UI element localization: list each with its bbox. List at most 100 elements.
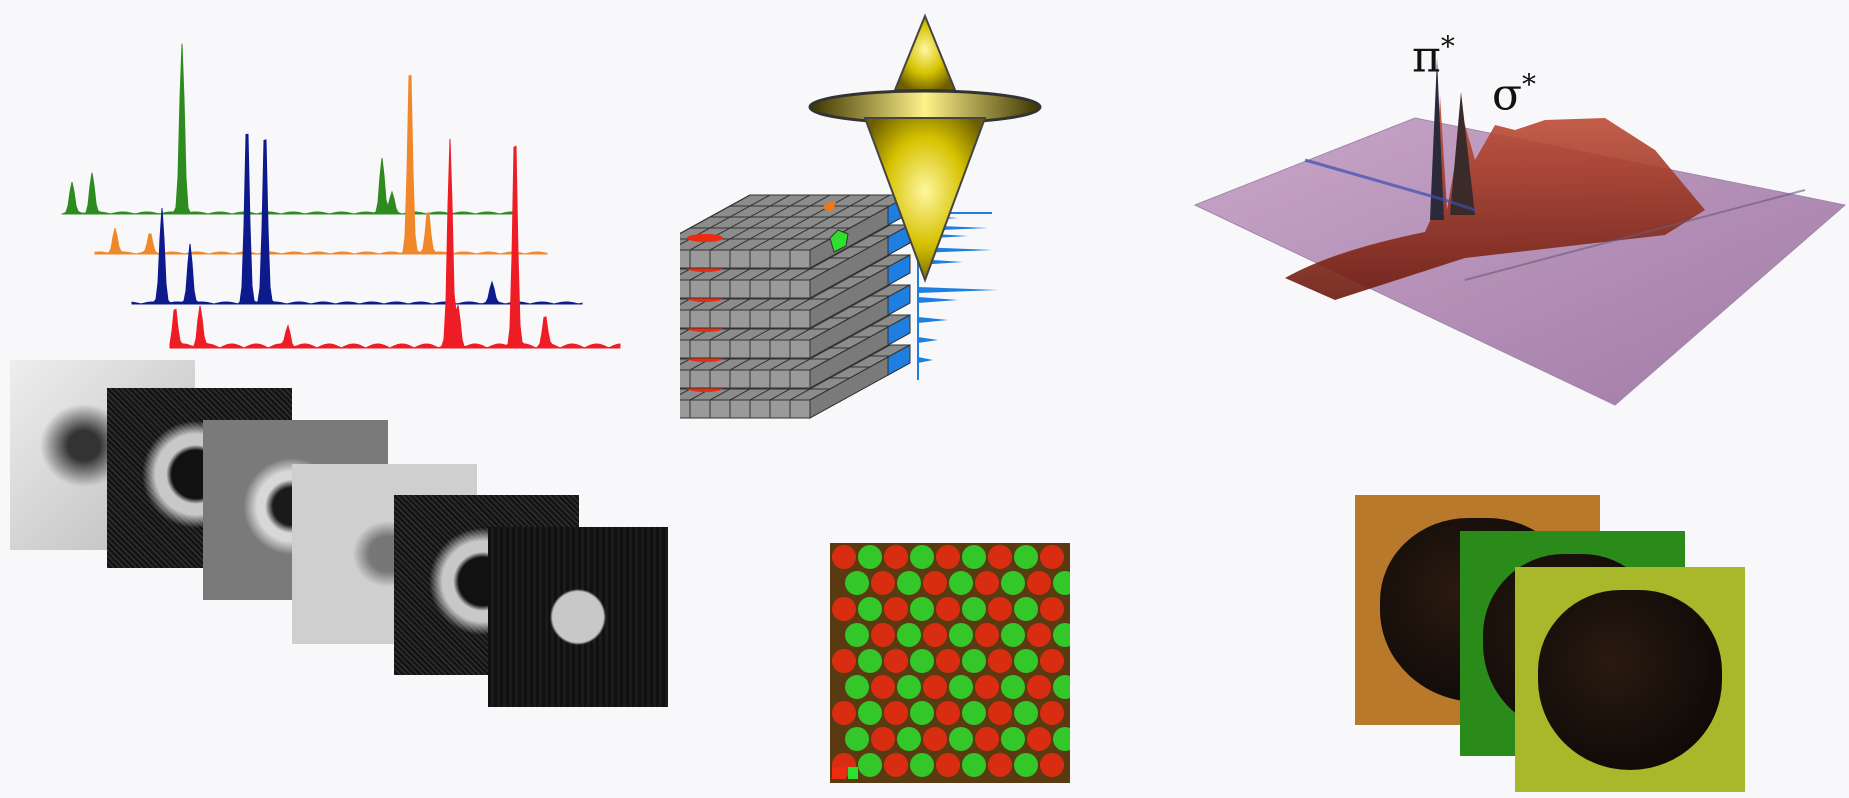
lattice-spot xyxy=(923,727,947,751)
lattice-spot xyxy=(923,675,947,699)
image-stack xyxy=(0,360,680,780)
lattice-spot xyxy=(832,649,856,673)
lattice-spot xyxy=(949,571,973,595)
lattice-spot xyxy=(845,727,869,751)
lattice-spot xyxy=(871,727,895,751)
lattice-spot xyxy=(936,545,960,569)
lattice-spot xyxy=(988,753,1012,777)
lattice-spot xyxy=(1001,623,1025,647)
lattice-spot xyxy=(962,701,986,725)
lattice-spot xyxy=(884,597,908,621)
lattice-spot xyxy=(923,623,947,647)
peak-sigma xyxy=(1450,92,1475,215)
lattice-spot xyxy=(936,701,960,725)
spectrum-trace xyxy=(94,74,548,255)
lattice-spot xyxy=(910,597,934,621)
lattice-spot xyxy=(949,623,973,647)
spectrum-trace xyxy=(61,43,515,215)
lattice-spot xyxy=(962,649,986,673)
lattice-spot xyxy=(1027,571,1051,595)
lattice-spot xyxy=(962,597,986,621)
lattice-spot xyxy=(988,701,1012,725)
cube-layer xyxy=(680,194,911,269)
lattice-spot xyxy=(1027,727,1051,751)
lattice-spot xyxy=(1040,649,1064,673)
lattice-spot xyxy=(1027,623,1051,647)
lattice-spot xyxy=(910,649,934,673)
lattice-map xyxy=(830,543,1070,783)
lattice-spot xyxy=(1014,597,1038,621)
lattice-spot xyxy=(936,753,960,777)
lattice-spot xyxy=(858,545,882,569)
spectrum-trace xyxy=(169,138,621,349)
lattice-spot xyxy=(962,545,986,569)
lattice-spot xyxy=(897,727,921,751)
overlay-map-dark-region xyxy=(1538,589,1722,770)
lattice-spot xyxy=(1014,545,1038,569)
peak-label-sigma: σ* xyxy=(1492,68,1537,121)
lattice-spot xyxy=(832,701,856,725)
lattice-spot xyxy=(962,753,986,777)
lattice-spot xyxy=(1040,597,1064,621)
lattice-spot xyxy=(949,727,973,751)
lattice-spot xyxy=(975,623,999,647)
stack-image xyxy=(488,527,668,707)
lattice-spot xyxy=(988,649,1012,673)
plane-line xyxy=(1464,189,1806,281)
lattice-spot xyxy=(975,727,999,751)
probe-cone xyxy=(808,13,1042,283)
lattice-spot xyxy=(1053,675,1070,699)
lattice-spot xyxy=(832,545,856,569)
peak-label-pi: π* xyxy=(1412,30,1455,83)
lattice-spot xyxy=(1027,675,1051,699)
lattice-spot xyxy=(884,649,908,673)
spectra-panel xyxy=(61,43,621,349)
lattice-spot xyxy=(845,675,869,699)
lattice-spot xyxy=(884,545,908,569)
feature-green xyxy=(829,229,849,253)
lattice-spot xyxy=(897,571,921,595)
lattice-spot xyxy=(884,753,908,777)
lattice-spot xyxy=(975,675,999,699)
lattice-spot xyxy=(988,597,1012,621)
spectrum-trace xyxy=(131,133,583,305)
eels-surface-plot xyxy=(1193,58,1847,406)
lattice-spot xyxy=(1014,701,1038,725)
lattice-spot xyxy=(832,597,856,621)
shadow-streak xyxy=(1304,158,1476,212)
lattice-spot xyxy=(1040,701,1064,725)
lattice-spot xyxy=(871,675,895,699)
lattice-spot xyxy=(910,701,934,725)
lattice-spot xyxy=(988,545,1012,569)
lattice-spot xyxy=(936,597,960,621)
lattice-spot xyxy=(910,753,934,777)
lattice-spot xyxy=(897,623,921,647)
overlay-map-stack xyxy=(1355,495,1775,795)
lattice-spot xyxy=(1001,727,1025,751)
lattice-spot xyxy=(1014,753,1038,777)
lattice-spot xyxy=(884,701,908,725)
lattice-spot xyxy=(1040,545,1064,569)
lattice-spot xyxy=(858,701,882,725)
lattice-spot xyxy=(897,675,921,699)
lattice-spot xyxy=(845,623,869,647)
spectrum-image-cube xyxy=(680,13,1042,419)
lattice-spot xyxy=(910,545,934,569)
peak-pi xyxy=(1430,58,1444,220)
feature-orange xyxy=(822,201,836,212)
lattice-spot xyxy=(871,571,895,595)
lattice-spot xyxy=(1001,675,1025,699)
lattice-spot xyxy=(949,675,973,699)
lattice-spot xyxy=(1053,623,1070,647)
overlay-map xyxy=(1515,567,1745,792)
lattice-spot xyxy=(858,649,882,673)
lattice-spot xyxy=(858,597,882,621)
lattice-spot xyxy=(845,571,869,595)
lattice-spot xyxy=(1001,571,1025,595)
lattice-spot xyxy=(1053,727,1070,751)
lattice-spot xyxy=(936,649,960,673)
lattice-spot xyxy=(1014,649,1038,673)
surface-ridge xyxy=(1285,95,1705,300)
lattice-spot xyxy=(1040,753,1064,777)
lattice-spot xyxy=(858,753,882,777)
